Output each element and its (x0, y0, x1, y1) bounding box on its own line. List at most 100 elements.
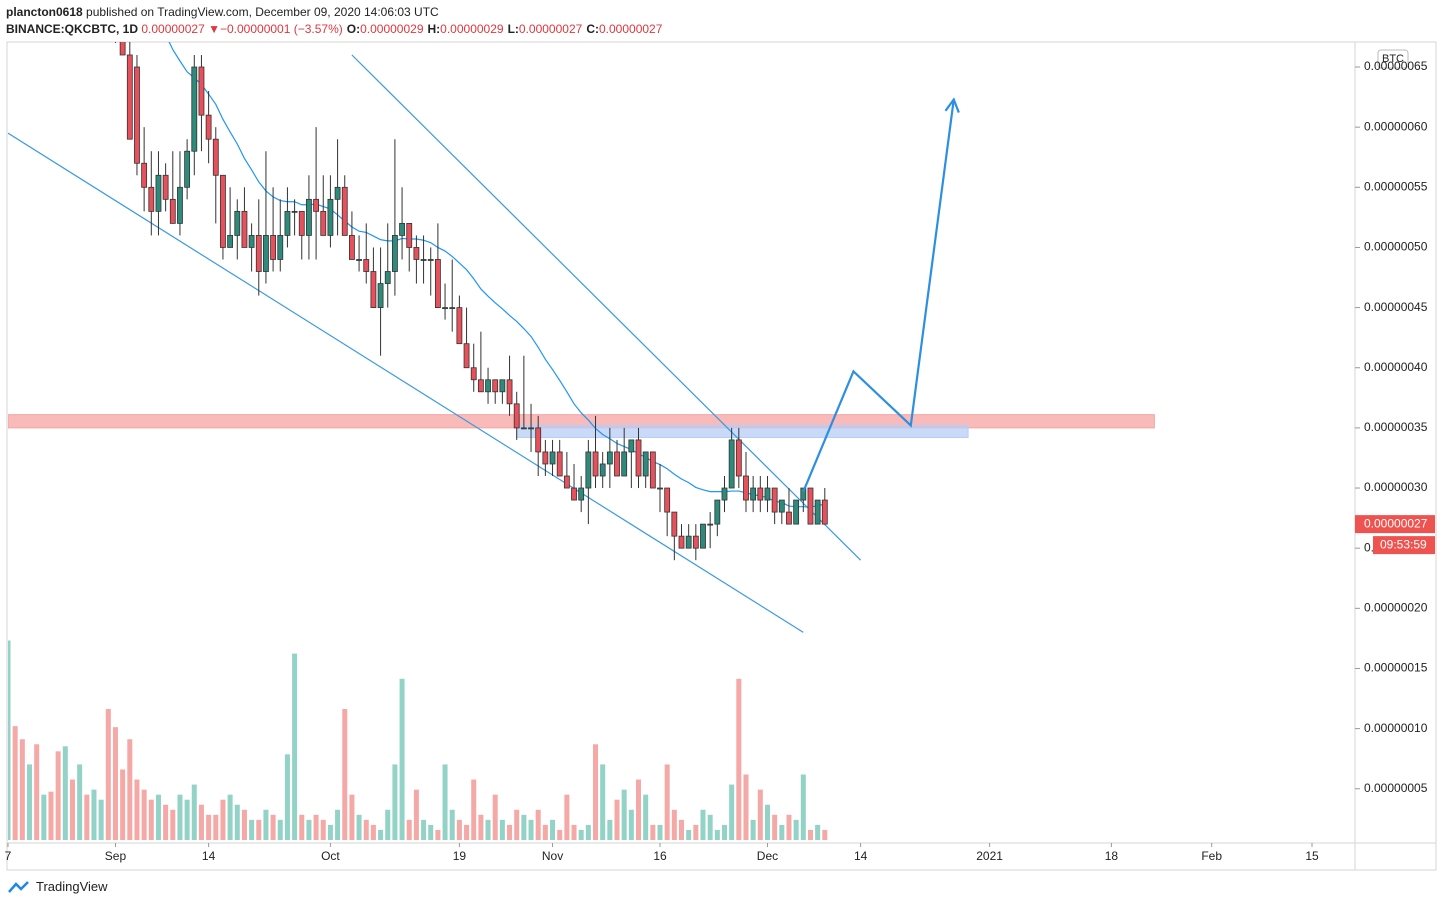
candle-body (700, 523, 706, 549)
last: 0.00000027 (141, 22, 205, 36)
candle-body (334, 186, 341, 200)
volume-bar (26, 764, 33, 840)
volume-bar (356, 814, 362, 840)
candle-body (313, 198, 319, 212)
volume-bar (184, 799, 190, 840)
x-tick-label: Oct (321, 849, 340, 863)
volume-bar (220, 799, 226, 840)
candle-body (563, 475, 570, 489)
candle-body (771, 487, 778, 513)
candle-body (585, 451, 592, 489)
volume-bar (456, 819, 462, 840)
volume-bar (127, 739, 133, 840)
candle-body (685, 535, 692, 549)
volume-bar (227, 794, 233, 840)
projection-arrowhead (944, 97, 960, 113)
candle-body (349, 235, 355, 260)
candle-body (535, 427, 542, 453)
candle-body (786, 511, 792, 525)
volume-bar (277, 819, 283, 840)
candle-body (442, 307, 448, 309)
candle-body (456, 307, 463, 345)
candle-body (341, 186, 348, 236)
candle-body (391, 235, 398, 272)
volume-bar (464, 824, 470, 840)
volume-bar (148, 799, 154, 840)
volume-bar (521, 814, 527, 840)
volume-bar (678, 819, 685, 840)
volume-bar (413, 789, 419, 840)
ohlc-value: 0.00000027 (518, 22, 583, 36)
volume-bar (320, 819, 326, 840)
candle-body (793, 499, 800, 525)
change-arrow: ▼ (208, 22, 220, 36)
candle-body (241, 210, 248, 248)
candle-body (449, 307, 456, 309)
candle-body (306, 198, 312, 236)
volume-bar (542, 824, 548, 840)
candle-body (284, 210, 291, 236)
candle-body (434, 259, 441, 308)
candle-body (807, 487, 814, 525)
y-tick-label: 0.00000050 (1364, 240, 1428, 254)
volume-bar (435, 829, 441, 840)
candle-body (506, 379, 513, 405)
volume-bar (750, 819, 756, 840)
candle-body (485, 379, 491, 393)
volume-bar (593, 744, 599, 840)
y-tick-label: 0.00000010 (1364, 721, 1428, 735)
candle-body (119, 42, 126, 56)
volume-bar (198, 804, 204, 840)
candle-body (220, 174, 226, 248)
currency-label: BTC (1382, 53, 1404, 65)
volume-bar (335, 809, 341, 840)
currency-badge (1377, 49, 1409, 69)
candle-body (198, 66, 205, 116)
chart-frame (6, 41, 1437, 871)
volume-bar (256, 819, 262, 840)
volume-bar (105, 709, 111, 840)
y-tick-label: 0.00000035 (1364, 420, 1428, 434)
volume-bar (686, 829, 692, 840)
volume-bar (585, 824, 591, 840)
candle-body (169, 198, 176, 224)
volume-bar (700, 809, 706, 840)
volume-bar (392, 764, 398, 840)
y-tick-label: 0.00000005 (1364, 781, 1428, 795)
candle-body (234, 210, 241, 236)
volume-bar (141, 789, 147, 840)
volume-bar (528, 819, 534, 840)
volume-bar (793, 819, 799, 840)
candle-body (162, 174, 169, 200)
volume-bar (807, 829, 813, 840)
candle-body (671, 511, 678, 537)
candle-body (184, 150, 191, 188)
publish-line: plancton0618 published on TradingView.co… (6, 5, 439, 19)
ohlc-value: 0.00000029 (440, 22, 504, 36)
x-tick-label: 2021 (976, 849, 1003, 863)
candle-body (248, 235, 255, 248)
candle-body (406, 222, 413, 248)
volume-bar (98, 799, 104, 840)
volume-bar (578, 829, 584, 840)
candle-body (714, 499, 721, 525)
volume-bar (284, 754, 290, 840)
volume-bar (721, 824, 727, 840)
y-tick-label: 0.00000015 (1364, 661, 1428, 675)
candle-body (621, 451, 628, 477)
volume-bar (492, 794, 498, 840)
volume-bar (557, 829, 563, 840)
volume-bar (471, 779, 477, 840)
candle-body (263, 235, 269, 272)
moving-average (168, 42, 825, 508)
candle-body (255, 235, 262, 272)
candle-body (628, 439, 635, 453)
symbol-line: BINANCE:QKCBTC, 1D 0.00000027 ▼−0.000000… (6, 22, 662, 36)
volume-bar (112, 727, 118, 840)
candle-body (757, 487, 764, 501)
candle-body (377, 283, 384, 308)
volume-bar (191, 784, 197, 840)
candle-body (363, 259, 370, 272)
volume-bar (206, 814, 212, 840)
volume-bar (428, 824, 434, 840)
